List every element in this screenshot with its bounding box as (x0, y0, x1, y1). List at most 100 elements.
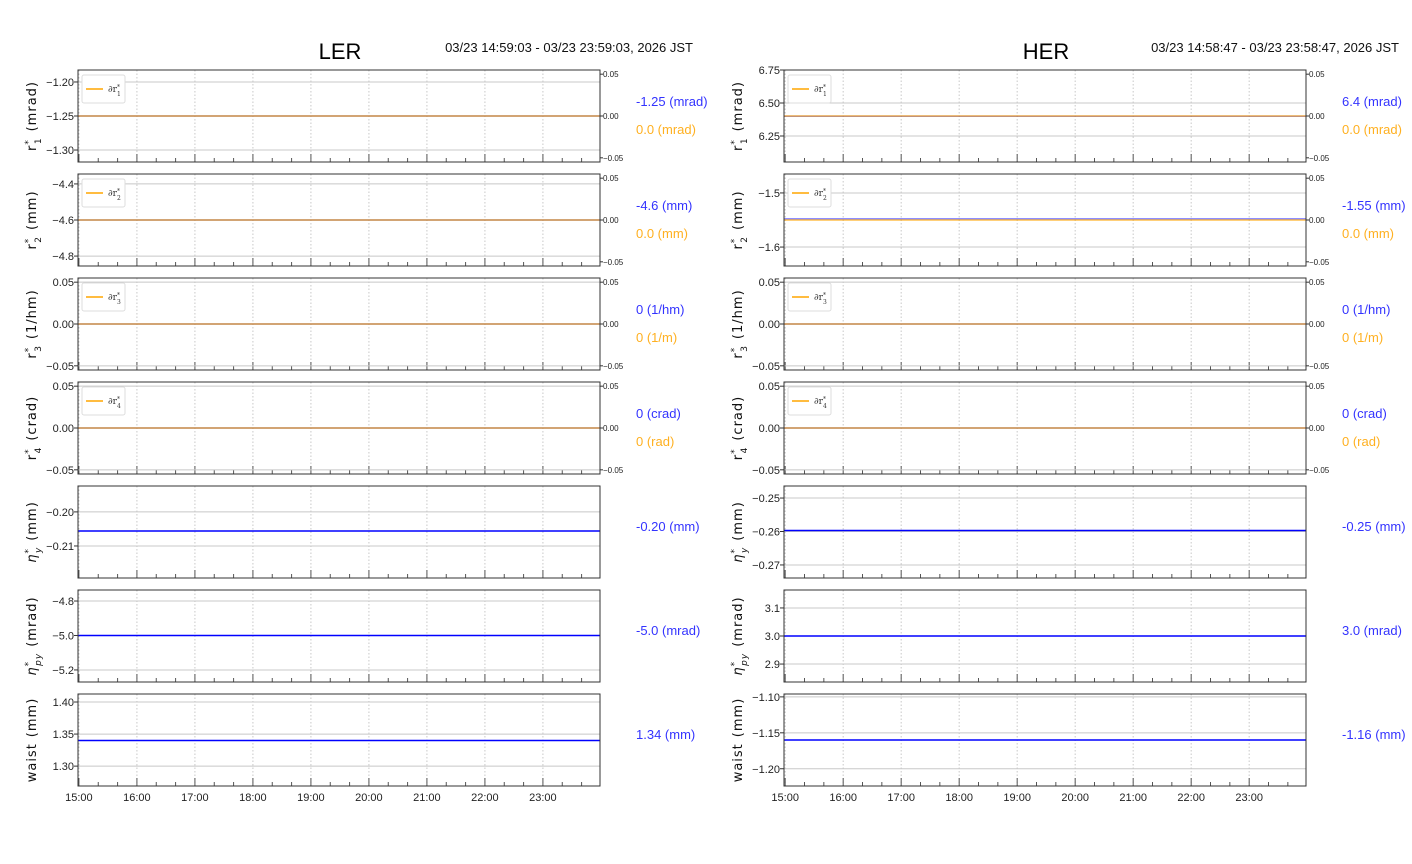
y-tick-label: −0.05 (752, 361, 780, 373)
delta-readout: 0 (rad) (1342, 434, 1380, 449)
y-tick-label: 3.1 (765, 603, 780, 615)
panel: 0.050.00−0.050.050.00−0.05∂r* 3 0 (1/hm)0 … (24, 277, 684, 373)
legend: ∂r* 3 (81, 282, 126, 312)
delta-readout: 0 (1/m) (1342, 330, 1383, 345)
y-axis-label: waist (mm) (731, 698, 746, 783)
ylabel-sub: 4 (740, 447, 750, 454)
y-axis-label: η*y (mm) (24, 501, 44, 563)
ylabel-unit: (mm) (25, 190, 40, 229)
y-axis-label: η*py (mrad) (730, 596, 750, 675)
right-y-tick-label: 0.00 (603, 216, 619, 225)
delta-readout: 0.0 (mrad) (636, 122, 696, 137)
x-tick-label: 19:00 (297, 792, 325, 804)
delta-readout: 0 (rad) (636, 434, 674, 449)
panel: −1.5−1.60.050.00−0.05∂r* 2 -1.55 (mm)0.0 (… (730, 173, 1406, 267)
ylabel-base: r (25, 145, 40, 151)
value-readout: -0.20 (mm) (636, 519, 700, 534)
ylabel-sup: * (730, 661, 740, 667)
ylabel-sub: 1 (740, 137, 750, 144)
right-y-tick-label: 0.00 (1309, 320, 1325, 329)
y-tick-label: −5.2 (52, 665, 74, 677)
legend-base: ∂r (108, 293, 118, 303)
legend-sub: 2 (823, 195, 827, 202)
right-y-tick-label: 0.05 (1309, 278, 1325, 287)
y-tick-label: 6.25 (759, 131, 780, 143)
ylabel-sup: * (24, 448, 34, 454)
x-tick-label: 21:00 (1119, 792, 1147, 804)
legend-base: ∂r (814, 85, 824, 95)
legend: ∂r* 3 (787, 282, 832, 312)
right-y-tick-label: 0.05 (1309, 174, 1325, 183)
right-y-tick-label: 0.00 (1309, 216, 1325, 225)
legend-label: ∂r* 1 (814, 84, 827, 98)
ylabel-base: r (731, 145, 746, 151)
x-tick-label: 18:00 (945, 792, 973, 804)
x-tick-label: 16:00 (123, 792, 151, 804)
ylabel-base: r (731, 352, 746, 358)
value-readout: -1.25 (mrad) (636, 94, 708, 109)
y-tick-label: 1.40 (53, 697, 74, 709)
panel: −4.8 −5.0 −5.2 -5.0 (mrad) η*py (mrad) (24, 589, 700, 683)
plot-frame (783, 485, 1307, 579)
time-range: 03/23 14:59:03 - 03/23 23:59:03, 2026 JS… (445, 40, 693, 55)
legend-sup: * (823, 188, 826, 195)
legend-box (81, 386, 126, 416)
ylabel-sub: 4 (34, 447, 44, 454)
y-tick-label: −1.15 (752, 728, 780, 740)
ylabel-base: waist (731, 743, 746, 782)
ylabel-base: r (25, 454, 40, 460)
y-axis-label: r*4 (crad) (730, 396, 750, 460)
plot-frame (77, 693, 601, 787)
legend-base: ∂r (814, 189, 824, 199)
plot-frame (783, 173, 1307, 267)
legend-sub: 2 (117, 195, 121, 202)
value-readout: -1.16 (mm) (1342, 727, 1406, 742)
legend-box (787, 386, 832, 416)
legend-base: ∂r (814, 397, 824, 407)
plot-frame (783, 381, 1307, 475)
ylabel-sup: * (24, 238, 34, 244)
ylabel-unit: (mm) (25, 501, 40, 540)
ylabel-unit: (crad) (25, 396, 40, 441)
y-tick-label: −1.25 (46, 111, 74, 123)
legend: ∂r* 4 (787, 386, 832, 416)
plot-frame (783, 277, 1307, 371)
legend-box (787, 74, 832, 104)
y-tick-label: −0.05 (46, 465, 74, 477)
right-y-tick-label: −0.05 (1309, 362, 1330, 371)
panel: 0.050.00−0.050.050.00−0.05∂r* 4 0 (crad)0 … (24, 381, 681, 477)
x-tick-label: 22:00 (1177, 792, 1205, 804)
chart-title: HER (1023, 39, 1069, 64)
value-readout: -0.25 (mm) (1342, 519, 1406, 534)
legend: ∂r* 1 (81, 74, 126, 104)
plot-frame (77, 381, 601, 475)
legend-label: ∂r* 3 (108, 292, 121, 306)
x-tick-label: 16:00 (829, 792, 857, 804)
ylabel-sup: * (730, 448, 740, 454)
legend-label: ∂r* 1 (108, 84, 121, 98)
y-tick-label: 0.00 (53, 319, 74, 331)
ylabel-unit: (mm) (731, 190, 746, 229)
time-range: 03/23 14:58:47 - 03/23 23:58:47, 2026 JS… (1151, 40, 1399, 55)
ylabel-sub: py (740, 653, 750, 667)
value-readout: 0 (crad) (1342, 406, 1387, 421)
value-readout: 6.4 (mrad) (1342, 94, 1402, 109)
y-tick-label: −1.20 (752, 764, 780, 776)
plot-frame (77, 277, 601, 371)
value-readout: 0 (1/hm) (1342, 302, 1390, 317)
legend-sup: * (117, 396, 120, 403)
y-axis-label: r*1 (mrad) (24, 81, 44, 151)
legend-base: ∂r (814, 293, 824, 303)
legend-sub: 1 (823, 91, 827, 98)
y-tick-label: 0.00 (759, 423, 780, 435)
right-y-tick-label: −0.05 (1309, 154, 1330, 163)
y-tick-label: −4.8 (52, 251, 74, 263)
y-tick-label: −0.21 (46, 541, 74, 553)
y-tick-label: −1.20 (46, 77, 74, 89)
right-y-tick-label: −0.05 (603, 362, 624, 371)
ylabel-sup: * (24, 347, 34, 353)
delta-readout: 0.0 (mm) (636, 226, 688, 241)
x-tick-label: 22:00 (471, 792, 499, 804)
y-tick-label: −0.05 (752, 465, 780, 477)
value-readout: 0 (crad) (636, 406, 681, 421)
